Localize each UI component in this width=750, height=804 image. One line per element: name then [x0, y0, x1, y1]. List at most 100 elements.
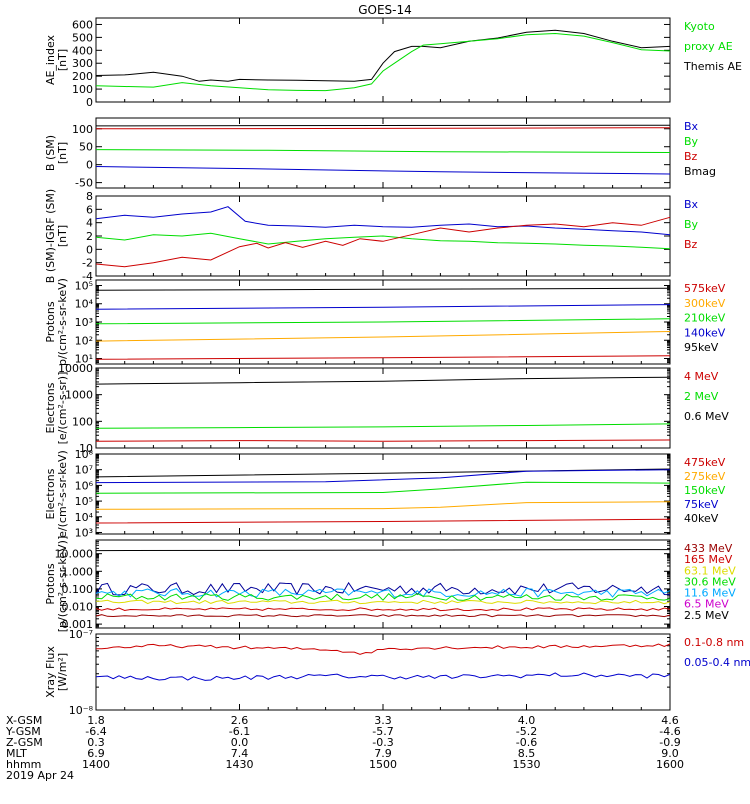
- y-tick-label-electrons_kev: 10⁵: [75, 495, 93, 508]
- legend-entry-protons_low: 140keV: [684, 326, 726, 339]
- y-axis-label-protons_low: Protons: [44, 301, 57, 342]
- y-tick-label-bigrf: 8: [86, 190, 93, 203]
- legend-entry-protons_high: 30.6 MeV: [684, 575, 736, 588]
- x-axis-row-value: -6.1: [229, 725, 250, 738]
- y-tick-label-electrons_kev: 10⁸: [75, 448, 94, 461]
- x-axis-row-value: 4.6: [661, 714, 679, 727]
- legend-entry-protons_high: 11.6 MeV: [684, 587, 736, 600]
- x-axis-row-value: 2.6: [231, 714, 249, 727]
- y-tick-label-bsm: 100: [72, 123, 93, 136]
- y-tick-label-protons_low: 10³: [75, 316, 93, 329]
- y-tick-label-protons_low: 10⁴: [75, 298, 94, 311]
- x-axis-row-value: 0.3: [87, 736, 105, 749]
- y-tick-label-bsm: -50: [75, 177, 93, 190]
- series-line-protons_low-140kev: [95, 304, 671, 310]
- series-line-protons_high-11-6-mev: [95, 587, 671, 598]
- x-axis-row-label: MLT: [6, 747, 27, 760]
- legend-entry-bsm: Bmag: [684, 165, 716, 178]
- series-line-xray-0-05-0-4-nm: [95, 672, 671, 681]
- x-axis-row-value: 1400: [82, 758, 110, 771]
- series-line-protons_high-165-mev: [95, 607, 671, 612]
- y-axis-label-electrons_kev: Electrons: [44, 468, 57, 519]
- y-tick-label-bsm: 50: [79, 141, 93, 154]
- legend-entry-ae: Themis AE: [683, 60, 742, 73]
- x-axis-row-value: -0.3: [372, 736, 393, 749]
- legend-entry-electrons_mev: 2 MeV: [684, 390, 719, 403]
- y-tick-label-bigrf: 4: [86, 217, 93, 230]
- legend-entry-electrons_mev: 4 MeV: [684, 370, 719, 383]
- series-line-bsm-by: [95, 149, 671, 153]
- x-axis-row-value: 9.0: [661, 747, 679, 760]
- legend-entry-protons_high: 6.5 MeV: [684, 598, 729, 611]
- x-axis-row-value: 3.3: [374, 714, 392, 727]
- legend-entry-electrons_kev: 475keV: [684, 456, 726, 469]
- y-tick-label-electrons_mev: 10000: [58, 362, 93, 375]
- series-line-protons_high-63-1-mev: [95, 599, 671, 605]
- series-line-electrons_mev-2-mev: [95, 423, 671, 429]
- x-axis-row-value: 6.9: [87, 747, 105, 760]
- y-tick-label-protons_high: 0.100: [62, 583, 94, 596]
- legend-entry-protons_high: 2.5 MeV: [684, 609, 729, 622]
- legend-entry-ae: Kyoto: [684, 20, 715, 33]
- series-line-protons_low-575kev: [95, 355, 671, 360]
- y-tick-label-protons_low: 10¹: [75, 353, 93, 366]
- legend-entry-electrons_kev: 275keV: [684, 470, 726, 483]
- y-axis-label-xray: [W/m²]: [56, 653, 69, 691]
- legend-entry-xray: 0.05-0.4 nm: [684, 656, 750, 669]
- y-tick-label-ae: 200: [72, 70, 93, 83]
- legend-entry-electrons_kev: 75keV: [684, 498, 719, 511]
- y-tick-label-electrons_kev: 10⁶: [75, 479, 94, 492]
- y-tick-label-ae: 500: [72, 31, 93, 44]
- x-axis-row-value: 1430: [226, 758, 254, 771]
- y-axis-label-bigrf: [nT]: [56, 225, 69, 247]
- y-tick-label-protons_high: 1.000: [62, 565, 94, 578]
- plot-title: GOES-14: [358, 3, 412, 17]
- series-line-protons_high-30-6-mev: [95, 592, 671, 601]
- plot-date: 2019 Apr 24: [6, 769, 74, 782]
- series-line-electrons_mev-0-6-mev: [95, 376, 671, 385]
- series-line-electrons_mev-4-mev: [95, 439, 671, 442]
- y-axis-label-protons_high: [p/(cm²-s-sr-keV)]: [56, 536, 69, 633]
- x-axis-row-value: 1.8: [87, 714, 105, 727]
- legend-entry-bsm: By: [684, 135, 699, 148]
- x-axis-row-label: Z-GSM: [6, 736, 43, 749]
- x-axis-row-value: 0.0: [231, 736, 249, 749]
- y-axis-label-bigrf: B (SM)-IGRF (SM): [44, 189, 57, 283]
- y-tick-label-electrons_mev: 10: [79, 442, 93, 455]
- x-axis-row-value: 7.4: [231, 747, 249, 760]
- y-tick-label-protons_low: 10²: [75, 334, 93, 347]
- series-line-bigrf-bx: [95, 206, 671, 236]
- legend-entry-xray: 0.1-0.8 nm: [684, 636, 744, 649]
- series-line-bigrf-by: [95, 232, 671, 250]
- y-axis-label-bsm: [nT]: [56, 142, 69, 164]
- legend-entry-bigrf: By: [684, 218, 699, 231]
- panel-frame-electrons_mev: [95, 367, 671, 449]
- series-line-ae-themis-ae: [95, 29, 671, 82]
- series-line-xray-0-1-0-8-nm: [96, 643, 671, 655]
- legend-entry-bsm: Bz: [684, 150, 698, 163]
- y-axis-label-protons_low: p/(cm²-s-sr-keV): [56, 278, 69, 366]
- series-line-electrons_kev-150kev: [95, 481, 671, 494]
- y-tick-label-protons_high: 10.000: [55, 548, 94, 561]
- series-line-bsm-bz: [95, 127, 671, 130]
- series-line-protons_high-2-5-mev: [95, 549, 671, 552]
- y-tick-label-ae: 600: [72, 18, 93, 31]
- y-tick-label-bigrf: 6: [86, 203, 93, 216]
- y-tick-label-protons_low: 10⁵: [75, 279, 93, 292]
- x-axis-row-value: -0.6: [516, 736, 537, 749]
- y-tick-label-ae: 100: [72, 83, 93, 96]
- legend-entry-protons_low: 95keV: [684, 341, 719, 354]
- series-line-bsm-bx: [95, 166, 671, 175]
- x-axis-row-value: -5.2: [516, 725, 537, 738]
- legend-entry-electrons_mev: 0.6 MeV: [684, 410, 729, 423]
- series-line-bsm-bmag: [95, 124, 671, 127]
- y-tick-label-bigrf: -4: [82, 270, 93, 283]
- x-axis-row-value: 4.0: [518, 714, 536, 727]
- y-axis-label-xray: Xray Flux: [44, 646, 57, 698]
- x-axis-row-value: -0.9: [659, 736, 680, 749]
- legend-entry-protons_high: 433 MeV: [684, 542, 733, 555]
- series-line-bigrf-bz: [95, 216, 671, 268]
- series-line-ae-kyoto-proxy-ae: [95, 32, 671, 92]
